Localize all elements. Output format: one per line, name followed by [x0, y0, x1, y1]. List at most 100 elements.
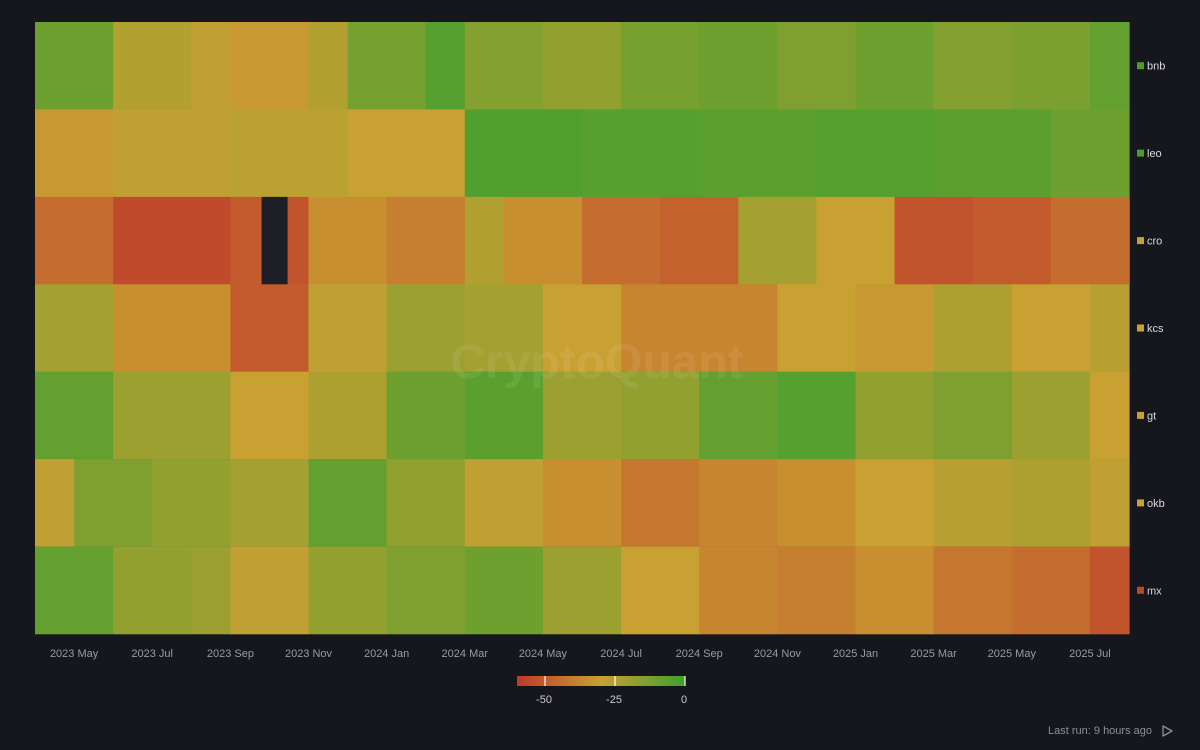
heatmap-cell-gt — [777, 371, 857, 460]
footer: Last run: 9 hours ago — [1048, 724, 1174, 738]
heatmap-cell-gt — [308, 371, 388, 460]
heatmap-cell-okb — [35, 459, 75, 547]
x-tick-label: 2025 Jan — [833, 648, 878, 660]
heatmap-cell-kcs — [1011, 284, 1091, 372]
x-tick-label: 2025 May — [988, 648, 1037, 660]
heatmap-cell-cro — [660, 196, 739, 285]
x-tick-label: 2024 Nov — [754, 648, 802, 660]
heatmap-cell-gt — [699, 371, 778, 460]
heatmap-cell-leo — [816, 109, 935, 198]
heatmap-cell-bnb — [308, 22, 349, 110]
colorbar-bar — [517, 676, 685, 686]
heatmap-cell-kcs — [386, 284, 466, 372]
heatmap-cell-bnb — [113, 22, 192, 110]
heatmap-cell-okb — [74, 459, 153, 547]
heatmap-cell-kcs — [464, 284, 544, 372]
heatmap-cell-cro — [35, 196, 114, 285]
row-label-gt: gt — [1147, 410, 1156, 422]
heatmap-cell-gt — [621, 371, 700, 460]
heatmap-cell-cro — [738, 196, 817, 285]
heatmap-cell-leo — [347, 109, 466, 198]
colorbar-tick-label: -50 — [536, 694, 552, 706]
row-legend-swatch — [1137, 324, 1144, 332]
heatmap-cell-bnb — [35, 22, 114, 110]
heatmap-cell-cro — [1129, 196, 1130, 285]
row-labels: bnb leo cro kcs gt okb mx — [1137, 61, 1165, 597]
play-icon[interactable] — [1160, 724, 1174, 738]
heatmap-cell-bnb — [230, 22, 310, 110]
heatmap-cell-okb — [777, 459, 857, 547]
x-tick-label: 2024 Jan — [364, 648, 409, 660]
heatmap-cell-mx — [1089, 546, 1130, 635]
colorbar-ticks: -50 -25 0 — [536, 676, 687, 706]
heatmap-cell-bnb — [542, 22, 622, 110]
heatmap-cell-gt — [35, 371, 114, 460]
x-tick-label: 2023 Sep — [207, 648, 254, 660]
heatmap-cell-bnb — [933, 22, 1013, 110]
row-label-leo: leo — [1147, 148, 1162, 160]
heatmap-cell-bnb — [1089, 22, 1130, 110]
heatmap-cell-mx — [542, 546, 622, 635]
heatmap-cell-bnb — [464, 22, 544, 110]
heatmap-gap — [261, 196, 288, 285]
heatmap-cell-kcs — [1089, 284, 1130, 372]
heatmap-cell-okb — [542, 459, 622, 547]
heatmap-cell-leo — [933, 109, 1052, 198]
heatmap-cell-mx — [113, 546, 192, 635]
row-label-mx: mx — [1147, 585, 1162, 597]
watermark-text: CryptoQuant — [450, 336, 743, 389]
heatmap-cell-gt — [1011, 371, 1091, 460]
heatmap-cell-gt — [464, 371, 544, 460]
row-legend-swatch — [1137, 149, 1144, 157]
colorbar-tick-label: 0 — [681, 694, 687, 706]
heatmap-cell-okb — [152, 459, 231, 547]
heatmap-cell-okb — [621, 459, 700, 547]
heatmap-cell-kcs — [933, 284, 1013, 372]
heatmap-cell-okb — [699, 459, 778, 547]
heatmap-cell-mx — [191, 546, 231, 635]
heatmap-cell-mx — [777, 546, 857, 635]
heatmap-cell-mx — [308, 546, 388, 635]
heatmap-cell-cro — [308, 196, 388, 285]
heatmap-cell-cro — [113, 196, 231, 285]
heatmap-cell-leo — [699, 109, 817, 198]
heatmap-cell-cro — [816, 196, 896, 285]
heatmap-cell-cro — [503, 196, 583, 285]
heatmap-cell-mx — [699, 546, 778, 635]
heatmap-cell-bnb — [1011, 22, 1091, 110]
row-legend-swatch — [1137, 499, 1144, 507]
heatmap-cell-bnb — [347, 22, 388, 110]
heatmap-cell-okb — [1089, 459, 1130, 547]
x-axis-ticks: 2023 May 2023 Jul 2023 Sep 2023 Nov 2024 Jan… — [50, 648, 1111, 660]
heatmap-cell-gt — [542, 371, 622, 460]
heatmap-cell-cro — [894, 196, 974, 285]
heatmap-cell-mx — [1011, 546, 1091, 635]
heatmap-cell-cro — [972, 196, 1052, 285]
heatmap-cell-bnb — [699, 22, 778, 110]
heatmap-cell-leo — [230, 109, 349, 198]
heatmap-cell-mx — [230, 546, 310, 635]
row-legend-swatch — [1137, 411, 1144, 419]
heatmap-cell-bnb — [191, 22, 231, 110]
heatmap-cell-okb — [855, 459, 935, 547]
heatmap-cell-kcs — [777, 284, 857, 372]
last-run-text: Last run: 9 hours ago — [1048, 725, 1152, 737]
x-tick-label: 2023 Nov — [285, 648, 333, 660]
row-label-kcs: kcs — [1147, 323, 1164, 335]
heatmap-cell-okb — [464, 459, 544, 547]
x-tick-label: 2024 Sep — [676, 648, 723, 660]
colorbar-tick-label: -25 — [606, 694, 622, 706]
heatmap-cell-bnb — [621, 22, 700, 110]
x-tick-label: 2023 Jul — [131, 648, 173, 660]
heatmap-cell-bnb — [855, 22, 935, 110]
heatmap-cell-kcs — [699, 284, 778, 372]
heatmap-cell-mx — [386, 546, 466, 635]
heatmap-cell-leo — [464, 109, 583, 198]
heatmap-cell-okb — [308, 459, 388, 547]
heatmap-cell-bnb — [386, 22, 427, 110]
heatmap-cell-cro — [1050, 196, 1130, 285]
row-label-cro: cro — [1147, 236, 1162, 248]
heatmap-cell-leo — [582, 109, 700, 198]
heatmap-cells — [35, 22, 1130, 635]
